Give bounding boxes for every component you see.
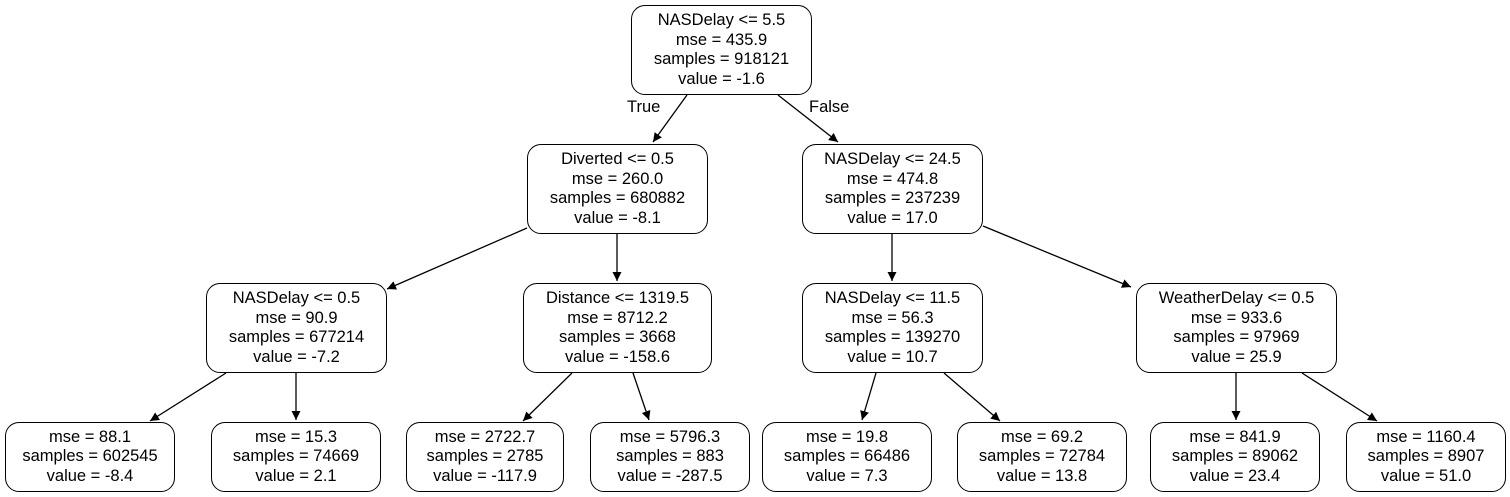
node-text-line: NASDelay <= 24.5	[824, 150, 961, 168]
node-text-line: value = 51.0	[1380, 466, 1472, 485]
node-text-line: samples = 72784	[978, 447, 1106, 466]
edge-root-to-diverted	[652, 94, 688, 143]
node-text-line: mse = 69.2	[1000, 427, 1084, 446]
tree-node-nasdelay-24: NASDelay <= 24.5 mse = 474.8 samples = 237…	[802, 144, 983, 234]
node-text-line: mse = 88.1	[48, 427, 132, 446]
node-text-line: value = -8.4	[46, 466, 134, 485]
edge-distance-to-leaf-4	[632, 372, 651, 421]
edge-nasdelay-11-to-leaf-5	[860, 372, 877, 421]
node-text-line: mse = 933.6	[1190, 308, 1283, 327]
node-text-line: value = -8.1	[574, 208, 661, 227]
node-text-line: mse = 15.3	[254, 427, 338, 446]
node-text-line: mse = 841.9	[1189, 427, 1281, 446]
tree-node-nasdelay-0: NASDelay <= 0.5 mse = 90.9 samples = 67721…	[206, 283, 387, 373]
tree-node-root: NASDelay <= 5.5 mse = 435.9 samples = 9181…	[631, 5, 812, 95]
edge-distance-to-leaf-3	[522, 372, 573, 422]
node-text-line: mse = 474.8	[846, 169, 939, 188]
node-text-line: value = -1.6	[678, 69, 765, 88]
node-text-line: samples = 66486	[783, 447, 911, 466]
tree-node-nasdelay-11: NASDelay <= 11.5 mse = 56.3 samples = 1392…	[802, 283, 983, 373]
node-text-line: value = -117.9	[433, 466, 537, 485]
node-text-line: mse = 19.8	[805, 427, 889, 446]
node-text-line: mse = 260.0	[571, 169, 664, 188]
edge-label-false: False	[809, 98, 850, 116]
edge-nasdelay-11-to-leaf-6	[943, 372, 1001, 422]
node-text-line: value = 23.4	[1189, 466, 1281, 485]
edge-nasdelay-0-to-leaf-1	[149, 372, 227, 422]
node-text-line: WeatherDelay <= 0.5	[1158, 289, 1315, 307]
node-text-line: mse = 56.3	[851, 308, 934, 327]
node-text-line: samples = 883	[616, 447, 724, 466]
tree-node-leaf-8: mse = 1160.4 samples = 8907 value = 51.0	[1346, 422, 1506, 492]
node-text-line: samples = 97969	[1173, 328, 1300, 346]
node-text-line: mse = 5796.3	[619, 427, 721, 446]
tree-node-leaf-3: mse = 2722.7 samples = 2785 value = -117.9	[406, 422, 564, 492]
node-text-line: value = 10.7	[847, 347, 938, 366]
node-text-line: Diverted <= 0.5	[561, 150, 674, 168]
node-text-line: samples = 74669	[232, 447, 360, 466]
node-text-line: value = -7.2	[253, 347, 340, 366]
node-text-line: value = 2.1	[255, 466, 337, 485]
node-text-line: samples = 3668	[559, 328, 676, 346]
edge-diverted-to-nasdelay-0	[386, 227, 528, 290]
node-text-line: samples = 237239	[824, 189, 961, 207]
edge-root-to-nasdelay-24	[777, 94, 839, 143]
node-text-line: value = -158.6	[564, 347, 671, 366]
node-text-line: samples = 139270	[824, 328, 961, 346]
node-text-line: samples = 8907	[1367, 447, 1485, 466]
node-text-line: Distance <= 1319.5	[545, 289, 690, 307]
node-text-line: NASDelay <= 11.5	[824, 289, 961, 307]
tree-node-distance: Distance <= 1319.5 mse = 8712.2 samples = …	[523, 283, 712, 373]
tree-node-leaf-2: mse = 15.3 samples = 74669 value = 2.1	[211, 422, 381, 492]
node-text-line: value = 17.0	[847, 208, 938, 227]
tree-node-diverted: Diverted <= 0.5 mse = 260.0 samples = 6808…	[527, 144, 708, 234]
node-text-line: NASDelay <= 0.5	[232, 289, 361, 307]
node-text-line: samples = 677214	[228, 328, 365, 346]
tree-node-leaf-4: mse = 5796.3 samples = 883 value = -287.5	[590, 422, 750, 492]
edge-nasdelay-24-to-weatherdelay	[982, 225, 1132, 288]
tree-node-leaf-6: mse = 69.2 samples = 72784 value = 13.8	[957, 422, 1127, 492]
edge-weatherdelay-to-leaf-8	[1301, 372, 1378, 422]
node-text-line: value = 25.9	[1191, 347, 1282, 366]
node-text-line: value = 13.8	[996, 466, 1088, 485]
node-text-line: value = 7.3	[806, 466, 888, 485]
edge-label-true: True	[627, 98, 661, 116]
node-text-line: value = -287.5	[617, 466, 723, 485]
tree-node-weatherdelay: WeatherDelay <= 0.5 mse = 933.6 samples = …	[1136, 283, 1337, 373]
node-text-line: samples = 918121	[653, 50, 790, 68]
node-text-line: samples = 602545	[22, 447, 158, 466]
tree-node-leaf-5: mse = 19.8 samples = 66486 value = 7.3	[762, 422, 932, 492]
node-text-line: samples = 680882	[549, 189, 686, 207]
tree-node-leaf-1: mse = 88.1 samples = 602545 value = -8.4	[5, 422, 175, 492]
node-text-line: mse = 435.9	[675, 30, 768, 49]
tree-node-leaf-7: mse = 841.9 samples = 89062 value = 23.4	[1150, 422, 1320, 492]
node-text-line: samples = 89062	[1171, 447, 1299, 466]
node-text-line: mse = 1160.4	[1376, 427, 1476, 446]
node-text-line: mse = 90.9	[255, 308, 338, 327]
node-text-line: samples = 2785	[426, 447, 544, 466]
node-text-line: NASDelay <= 5.5	[657, 11, 786, 29]
node-text-line: mse = 2722.7	[434, 427, 536, 446]
node-text-line: mse = 8712.2	[567, 308, 668, 327]
